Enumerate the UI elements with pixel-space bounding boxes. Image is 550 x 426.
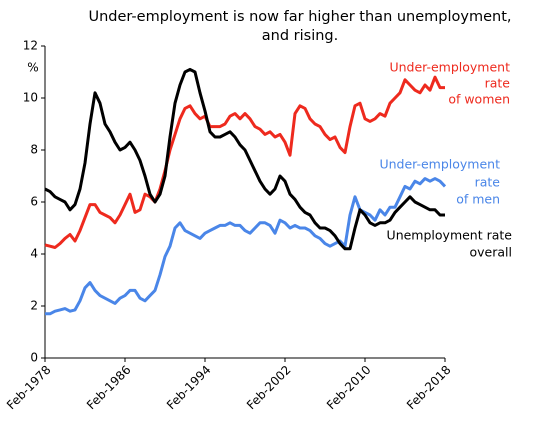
y-tick-label: 10	[23, 91, 38, 105]
y-tick-label: 0	[30, 351, 38, 365]
x-tick-label: Feb-2010	[324, 363, 374, 413]
x-tick-label: Feb-2018	[404, 363, 454, 413]
x-tick-label: Feb-1978	[4, 363, 54, 413]
y-tick-label: 2	[30, 299, 38, 313]
legend-label: rate	[475, 175, 501, 190]
legend-label: of men	[456, 192, 500, 207]
series-line	[44, 67, 445, 251]
y-tick-label: 4	[30, 247, 38, 261]
chart-title: and rising.	[262, 28, 338, 44]
y-tick-label: 12	[23, 39, 38, 53]
legend-label: Unemployment rate	[387, 228, 513, 243]
series-line	[45, 177, 447, 316]
legend-label: overall	[470, 245, 512, 260]
x-tick-label: Feb-2002	[244, 363, 294, 413]
legend-label: Under-employment	[389, 60, 510, 75]
chart-title: Under-employment is now far higher than …	[88, 9, 511, 25]
x-tick-label: Feb-1994	[164, 363, 214, 413]
series-line	[44, 75, 445, 249]
y-tick-label: 6	[30, 195, 38, 209]
legend-label: of women	[448, 92, 510, 107]
x-tick-label: Feb-1986	[84, 363, 134, 413]
y-axis-label: %	[27, 61, 38, 75]
y-tick-label: 8	[30, 143, 38, 157]
legend-label: Under-employment	[379, 157, 500, 172]
legend-label: rate	[485, 76, 511, 91]
